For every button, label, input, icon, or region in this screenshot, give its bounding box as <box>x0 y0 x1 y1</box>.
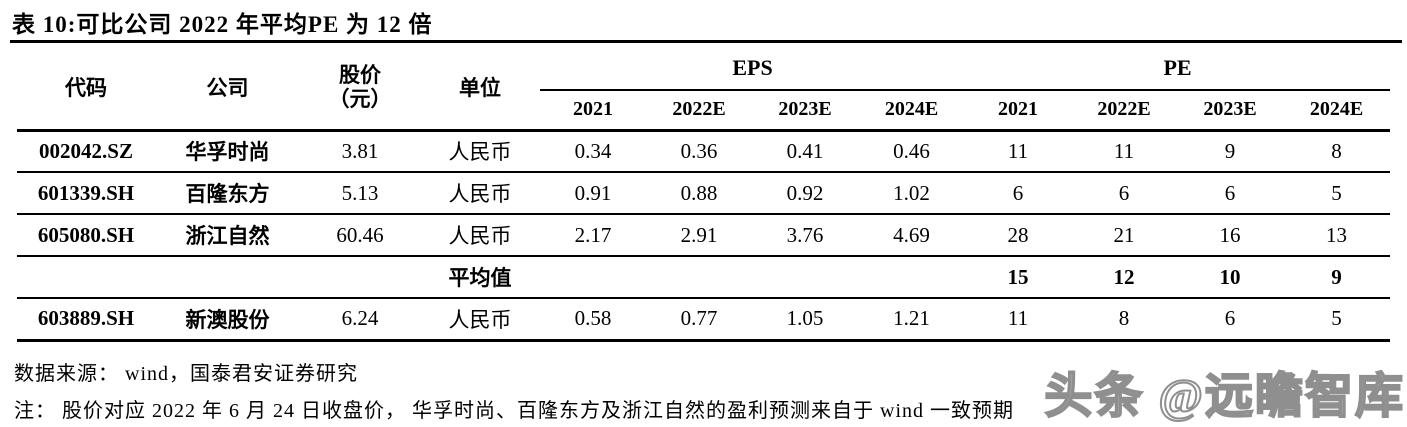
cell-code <box>17 256 155 299</box>
col-header-eps-2022e: 2022E <box>646 90 752 132</box>
cell-eps-2024e <box>858 256 966 299</box>
cell-pe-2021: 11 <box>965 298 1072 342</box>
cell-pe-avg-2021: 15 <box>965 256 1072 299</box>
average-label: 平均值 <box>420 256 540 299</box>
table-row: 002042.SZ 华孚时尚 3.81 人民币 0.34 0.36 0.41 0… <box>17 130 1391 173</box>
cell-pe-2023e: 9 <box>1177 130 1284 173</box>
average-row: 平均值 15 12 10 9 <box>17 256 1391 299</box>
cell-eps-2021 <box>540 256 646 299</box>
cell-eps-2021: 0.91 <box>540 172 646 215</box>
table-header-group-row: 代码 公司 股价 （元） 单位 EPS PE <box>17 46 1391 132</box>
footnote-text: 注： 股价对应 2022 年 6 月 24 日收盘价， 华孚时尚、百隆东方及浙江… <box>14 400 1014 422</box>
cell-pe-avg-2023e: 10 <box>1177 256 1284 299</box>
cell-price: 60.46 <box>300 214 420 257</box>
cell-price: 5.13 <box>300 172 420 215</box>
cell-pe-2022e: 11 <box>1071 130 1178 173</box>
col-header-pe-2021: 2021 <box>965 90 1072 132</box>
col-header-eps-2021: 2021 <box>540 90 646 132</box>
table-title: 表 10:可比公司 2022 年平均PE 为 12 倍 <box>12 12 433 37</box>
table-row: 601339.SH 百隆东方 5.13 人民币 0.91 0.88 0.92 1… <box>17 172 1391 215</box>
col-header-price: 股价 （元） <box>300 46 420 132</box>
cell-eps-2024e: 4.69 <box>858 214 966 257</box>
col-header-company: 公司 <box>155 46 300 132</box>
cell-eps-2021: 2.17 <box>540 214 646 257</box>
cell-pe-2024e: 5 <box>1283 298 1391 342</box>
cell-eps-2021: 0.58 <box>540 298 646 342</box>
cell-pe-avg-2022e: 12 <box>1071 256 1178 299</box>
col-header-unit: 单位 <box>420 46 540 132</box>
cell-eps-2024e: 0.46 <box>858 130 966 173</box>
cell-code: 601339.SH <box>17 172 155 215</box>
data-source-text: 数据来源： wind，国泰君安证券研究 <box>14 363 358 385</box>
cell-pe-2024e: 13 <box>1283 214 1391 257</box>
cell-company <box>155 256 300 299</box>
col-group-eps: EPS <box>540 46 966 91</box>
cell-pe-2021: 11 <box>965 130 1072 173</box>
cell-price <box>300 256 420 299</box>
cell-eps-2022e: 0.88 <box>646 172 752 215</box>
col-header-eps-2023e: 2023E <box>752 90 858 132</box>
cell-unit: 人民币 <box>420 172 540 215</box>
col-header-price-line1: 股价 <box>339 63 381 88</box>
cell-eps-2022e: 0.36 <box>646 130 752 173</box>
cell-unit: 人民币 <box>420 130 540 173</box>
cell-eps-2022e: 2.91 <box>646 214 752 257</box>
cell-pe-2024e: 5 <box>1283 172 1391 215</box>
cell-pe-2022e: 8 <box>1071 298 1178 342</box>
col-header-pe-2024e: 2024E <box>1283 90 1391 132</box>
cell-price: 6.24 <box>300 298 420 342</box>
col-header-pe-2023e: 2023E <box>1177 90 1284 132</box>
cell-code: 603889.SH <box>17 298 155 342</box>
col-group-pe: PE <box>965 46 1391 91</box>
cell-unit: 人民币 <box>420 214 540 257</box>
cell-pe-avg-2024e: 9 <box>1283 256 1391 299</box>
cell-pe-2023e: 6 <box>1177 298 1284 342</box>
cell-eps-2024e: 1.02 <box>858 172 966 215</box>
title-rule <box>10 40 1402 43</box>
cell-company: 浙江自然 <box>155 214 300 257</box>
col-header-pe-2022e: 2022E <box>1071 90 1178 132</box>
col-header-code: 代码 <box>17 46 155 132</box>
comparable-companies-table: 代码 公司 股价 （元） 单位 EPS PE 2021 2022E 2023E … <box>17 46 1391 342</box>
table-row: 605080.SH 浙江自然 60.46 人民币 2.17 2.91 3.76 … <box>17 214 1391 257</box>
cell-pe-2022e: 21 <box>1071 214 1178 257</box>
watermark-text: 头条 @远瞻智库 <box>1043 369 1405 424</box>
cell-eps-2023e <box>752 256 858 299</box>
cell-price: 3.81 <box>300 130 420 173</box>
cell-eps-2022e <box>646 256 752 299</box>
col-header-price-line2: （元） <box>328 87 392 112</box>
cell-eps-2023e: 0.92 <box>752 172 858 215</box>
cell-company: 百隆东方 <box>155 172 300 215</box>
cell-pe-2022e: 6 <box>1071 172 1178 215</box>
cell-company: 新澳股份 <box>155 298 300 342</box>
cell-eps-2023e: 0.41 <box>752 130 858 173</box>
table-row: 603889.SH 新澳股份 6.24 人民币 0.58 0.77 1.05 1… <box>17 298 1391 342</box>
cell-pe-2021: 6 <box>965 172 1072 215</box>
cell-code: 002042.SZ <box>17 130 155 173</box>
table-header-year-row: 2021 2022E 2023E 2024E 2021 2022E 2023E … <box>17 90 1391 132</box>
cell-code: 605080.SH <box>17 214 155 257</box>
cell-pe-2024e: 8 <box>1283 130 1391 173</box>
cell-unit: 人民币 <box>420 298 540 342</box>
col-header-eps-2024e: 2024E <box>858 90 966 132</box>
cell-eps-2022e: 0.77 <box>646 298 752 342</box>
cell-pe-2023e: 6 <box>1177 172 1284 215</box>
cell-pe-2021: 28 <box>965 214 1072 257</box>
cell-eps-2023e: 1.05 <box>752 298 858 342</box>
cell-eps-2021: 0.34 <box>540 130 646 173</box>
cell-pe-2023e: 16 <box>1177 214 1284 257</box>
cell-company: 华孚时尚 <box>155 130 300 173</box>
cell-eps-2024e: 1.21 <box>858 298 966 342</box>
cell-eps-2023e: 3.76 <box>752 214 858 257</box>
